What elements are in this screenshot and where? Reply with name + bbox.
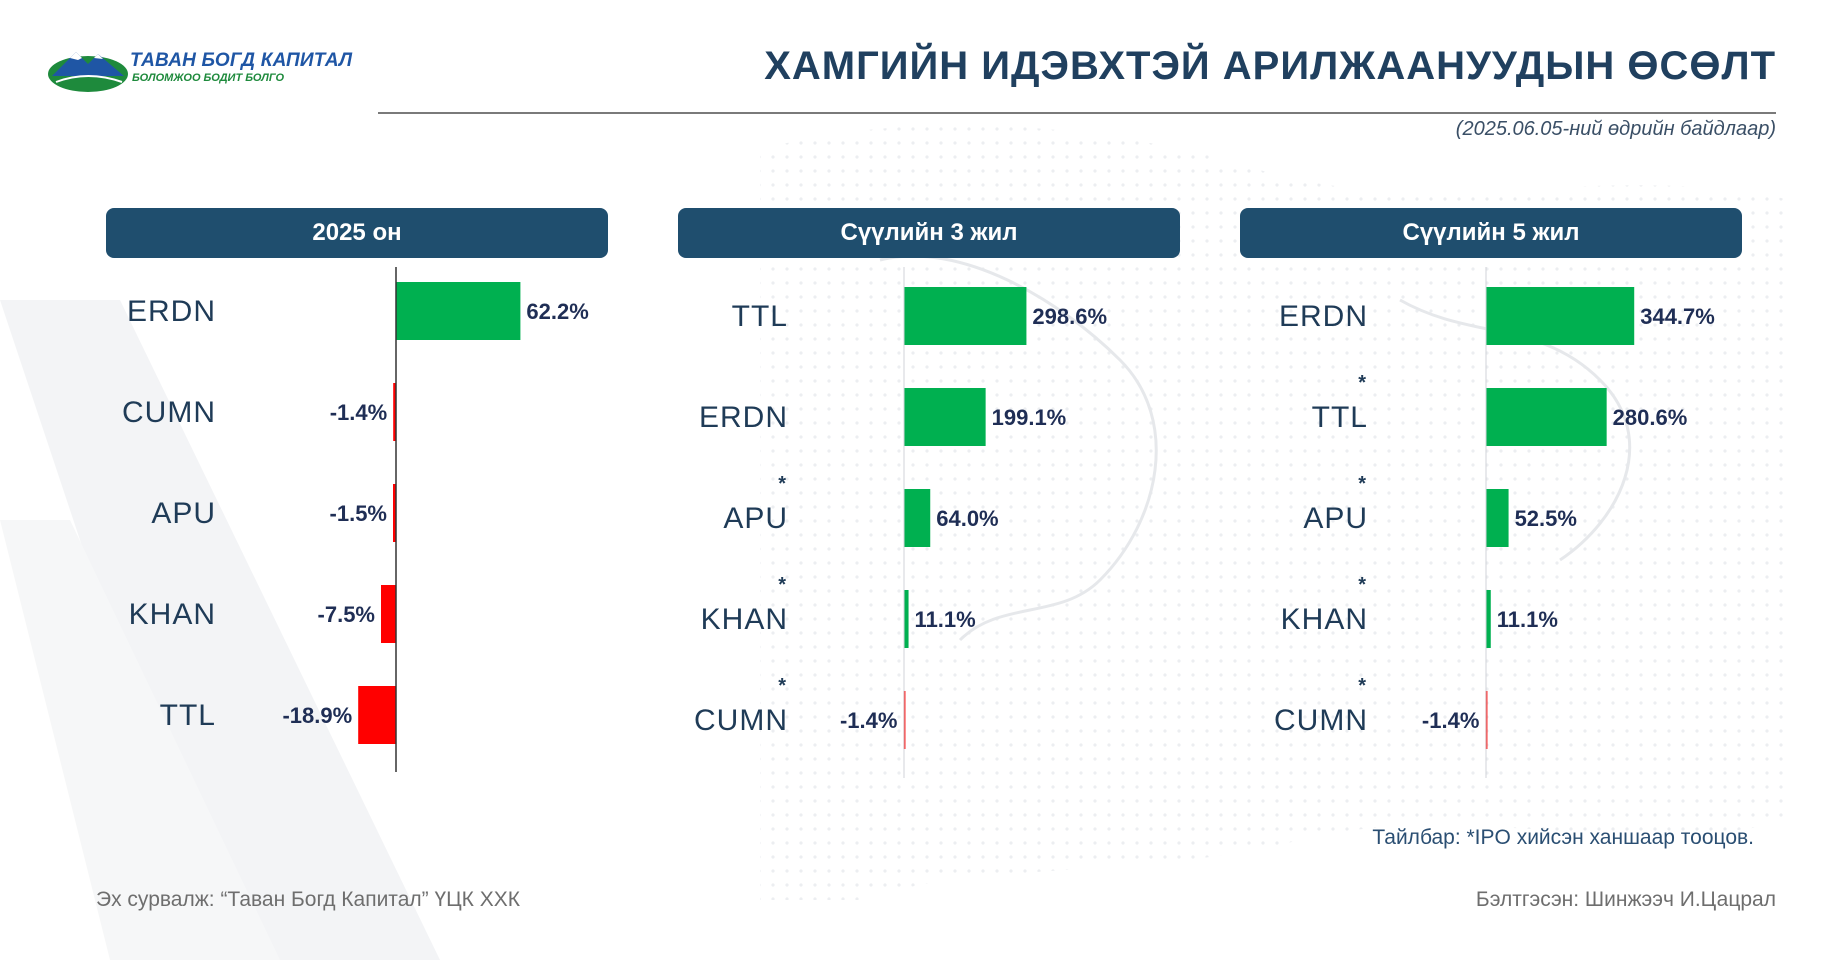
value-label-cumn: -1.4% (330, 400, 387, 425)
bar-ttl (358, 686, 396, 744)
category-label-apu: APU (1303, 502, 1368, 535)
bar-erdn (396, 282, 521, 340)
category-label-khan: KHAN (701, 603, 788, 636)
category-label-cumn: CUMN (694, 704, 788, 737)
value-label-khan: -7.5% (318, 602, 375, 627)
chart-3-year: 298.6% TTL 199.1% ERDN 64.0% APU * 11.1% KHAN * -1… (694, 267, 1107, 778)
value-label-apu: 64.0% (936, 506, 998, 531)
category-label-ttl: TTL (732, 300, 788, 333)
ipo-asterisk: * (778, 574, 786, 596)
company-logo: ТАВАН БОГД КАПИТАЛ БОЛОМЖОО БОДИТ БОЛГО (46, 46, 352, 96)
ipo-asterisk: * (1358, 574, 1366, 596)
bar-erdn (1486, 287, 1635, 345)
title-divider (378, 112, 1776, 114)
bar-ttl (904, 287, 1027, 345)
value-label-ttl: 298.6% (1032, 304, 1107, 329)
bar-khan (381, 585, 396, 643)
footnote: Тайлбар: *IPO хийсэн ханшаар тооцов. (1372, 826, 1754, 849)
bar-erdn (904, 388, 986, 446)
source-text: Эх сурвалж: “Таван Богд Капитал” ҮЦК ХХК (96, 888, 520, 911)
panel-header-2025: 2025 он (106, 208, 608, 258)
panel-header-3y: Сүүлийн 3 жил (678, 208, 1180, 258)
value-label-apu: -1.5% (330, 501, 387, 526)
mountain-logo-icon (48, 52, 128, 92)
value-label-khan: 11.1% (1497, 607, 1558, 632)
logo-tagline: БОЛОМЖОО БОДИТ БОЛГО (132, 72, 285, 84)
prepared-by-text: Бэлтгэсэн: Шинжээч И.Цацрал (1475, 888, 1776, 911)
bar-cumn (393, 383, 396, 441)
category-label-apu: APU (723, 502, 788, 535)
category-label-erdn: ERDN (127, 295, 216, 328)
panel-header-5y: Сүүлийн 5 жил (1240, 208, 1742, 258)
value-label-ttl: -18.9% (282, 703, 352, 728)
category-label-apu: APU (151, 497, 216, 530)
value-label-cumn: -1.4% (840, 708, 897, 733)
bar-khan (1486, 590, 1491, 648)
page-subtitle: (2025.06.05-ний өдрийн байдлаар) (1455, 118, 1776, 140)
category-label-cumn: CUMN (1274, 704, 1368, 737)
category-label-khan: KHAN (1281, 603, 1368, 636)
ipo-asterisk: * (778, 473, 786, 495)
value-label-erdn: 344.7% (1640, 304, 1715, 329)
page-title: ХАМГИЙН ИДЭВХТЭЙ АРИЛЖААНУУДЫН ӨСӨЛТ (764, 44, 1776, 88)
value-label-ttl: 280.6% (1613, 405, 1688, 430)
bar-apu (393, 484, 396, 542)
chart-2025: 62.2% ERDN -1.4% CUMN -1.5% APU -7.5% KHAN -18.9… (122, 267, 589, 772)
value-label-cumn: -1.4% (1422, 708, 1479, 733)
value-label-erdn: 199.1% (992, 405, 1067, 430)
category-label-khan: KHAN (129, 598, 216, 631)
category-label-erdn: ERDN (1279, 300, 1368, 333)
bar-khan (904, 590, 909, 648)
bar-apu (904, 489, 931, 547)
ipo-asterisk: * (1358, 372, 1366, 394)
bar-ttl (1486, 388, 1607, 446)
value-label-erdn: 62.2% (526, 299, 588, 324)
value-label-khan: 11.1% (915, 607, 976, 632)
category-label-erdn: ERDN (699, 401, 788, 434)
bar-apu (1486, 489, 1509, 547)
ipo-asterisk: * (1358, 473, 1366, 495)
category-label-ttl: TTL (1312, 401, 1368, 434)
value-label-apu: 52.5% (1515, 506, 1577, 531)
ipo-asterisk: * (778, 675, 786, 697)
category-label-cumn: CUMN (122, 396, 216, 429)
category-label-ttl: TTL (160, 699, 216, 732)
ipo-asterisk: * (1358, 675, 1366, 697)
logo-title: ТАВАН БОГД КАПИТАЛ (130, 50, 353, 71)
chart-5-year: 344.7% ERDN 280.6% TTL * 52.5% APU * 11.1% KHAN * -… (1274, 267, 1715, 778)
